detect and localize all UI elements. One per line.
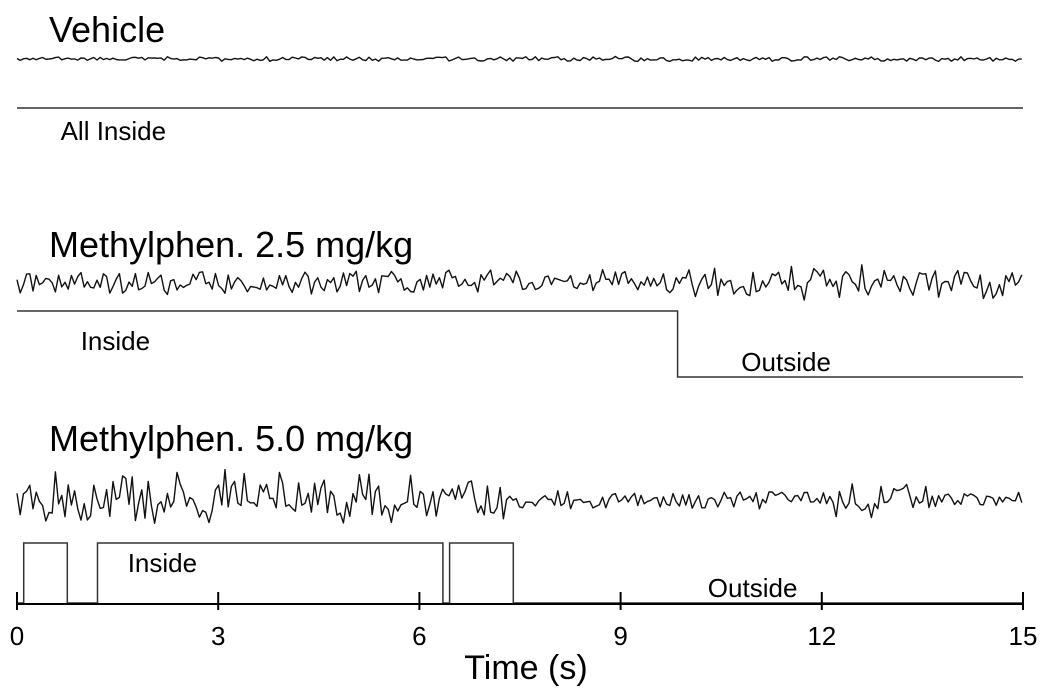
state-label: All Inside xyxy=(61,116,167,146)
x-tick-label: 6 xyxy=(412,621,426,651)
x-axis-title: Time (s) xyxy=(464,649,587,687)
state-label: Outside xyxy=(708,573,798,603)
lfp-trace xyxy=(16,55,1022,63)
x-tick-label: 9 xyxy=(613,621,627,651)
lfp-trace xyxy=(16,264,1023,301)
state-label: Inside xyxy=(128,548,197,578)
x-tick-label: 3 xyxy=(211,621,225,651)
x-tick-label: 0 xyxy=(10,621,24,651)
state-label: Outside xyxy=(741,347,831,377)
panel-title: Vehicle xyxy=(49,9,165,50)
panel-title: Methylphen. 5.0 mg/kg xyxy=(49,418,413,459)
location-state-line xyxy=(17,310,1023,378)
panel-title: Methylphen. 2.5 mg/kg xyxy=(49,224,413,265)
x-tick-label: 12 xyxy=(807,621,836,651)
location-state-line xyxy=(17,542,1023,604)
x-tick-label: 15 xyxy=(1009,621,1038,651)
state-label: Inside xyxy=(81,326,150,356)
lfp-trace xyxy=(16,468,1023,524)
